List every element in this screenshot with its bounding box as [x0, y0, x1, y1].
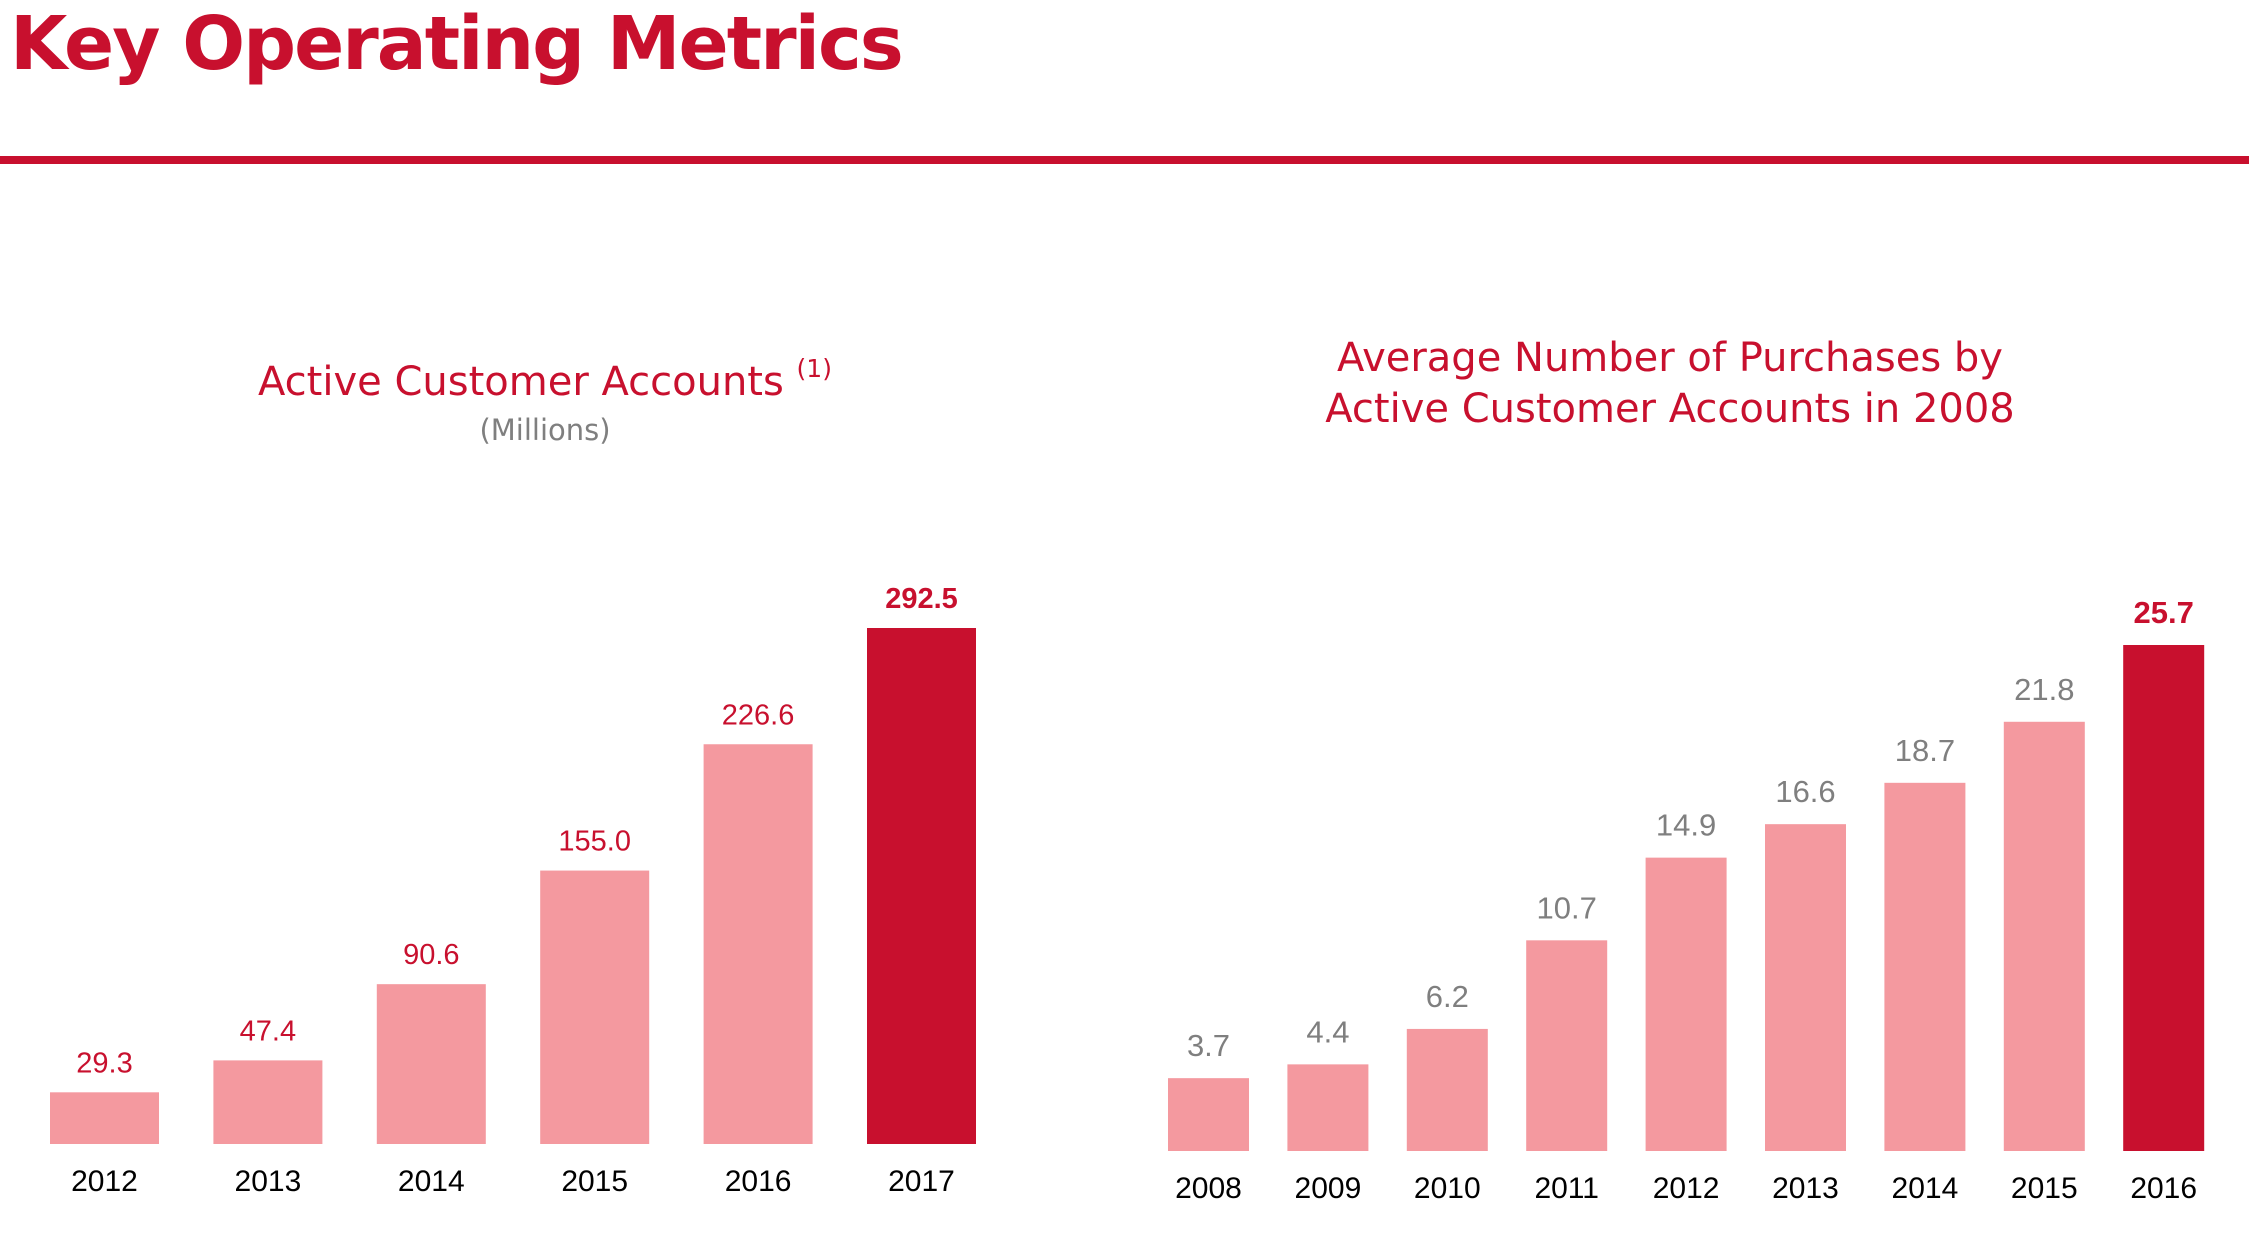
chart-2-tick-label-2016: 2016: [2130, 1172, 2197, 1205]
chart-1-bar-2014: [376, 984, 486, 1144]
chart-1-title-footnote: (1): [796, 354, 832, 383]
page-title: Key Operating Metrics: [10, 1, 904, 87]
chart-2-value-label-2015: 21.8: [2014, 672, 2074, 707]
chart-1-bar-2017: [867, 628, 976, 1144]
chart-1-title-text: Active Customer Accounts: [258, 359, 784, 405]
chart-2-value-label-2016: 25.7: [2134, 595, 2194, 630]
chart-2-tick-label-2009: 2009: [1295, 1172, 1362, 1205]
chart-2-tick-label-2011: 2011: [1534, 1172, 1599, 1205]
chart-1-value-label-2012: 29.3: [76, 1047, 132, 1079]
chart-2-bar-2013: [1765, 824, 1846, 1151]
title-divider: [0, 156, 2249, 164]
chart-1-tick-label-2017: 2017: [888, 1165, 955, 1198]
chart-2-bar-2014: [1884, 782, 1966, 1151]
chart-1-value-label-2014: 90.6: [403, 939, 459, 971]
chart-2-title-line-1: Average Number of Purchases by: [1337, 335, 2003, 381]
chart-2-title: Average Number of Purchases by Active Cu…: [1180, 333, 2160, 435]
chart-1-tick-label-2014: 2014: [398, 1165, 465, 1198]
chart-2-tick-label-2010: 2010: [1414, 1172, 1481, 1205]
chart-1-tick-label-2016: 2016: [725, 1165, 792, 1198]
chart-1-value-label-2015: 155.0: [558, 826, 631, 858]
chart-2-value-label-2009: 4.4: [1306, 1014, 1349, 1049]
chart-2-value-label-2012: 14.9: [1656, 808, 1716, 843]
chart-1-bar-2013: [213, 1060, 323, 1144]
chart-2-bar-2011: [1526, 940, 1608, 1151]
chart-2-value-label-2008: 3.7: [1187, 1028, 1230, 1063]
chart-2-value-label-2014: 18.7: [1895, 733, 1955, 768]
chart-2-bar-2012: [1645, 857, 1727, 1151]
chart-2-tick-label-2013: 2013: [1772, 1172, 1839, 1205]
active-customer-accounts-chart: 29.3 2012 47.4 2013 90.6 2014 155.0 2015 226.6 20…: [50, 583, 976, 1198]
chart-2-tick-label-2015: 2015: [2011, 1172, 2078, 1205]
chart-2-bar-2008: [1168, 1078, 1249, 1151]
chart-1-value-label-2016: 226.6: [722, 699, 795, 731]
chart-2-bar-2010: [1406, 1028, 1488, 1151]
chart-1-tick-label-2013: 2013: [235, 1165, 302, 1198]
chart-2-tick-label-2012: 2012: [1653, 1172, 1720, 1205]
chart-1-tick-label-2015: 2015: [561, 1165, 628, 1198]
chart-2-title-line-2: Active Customer Accounts in 2008: [1325, 386, 2015, 432]
chart-1-subtitle: (Millions): [479, 413, 611, 447]
chart-2-tick-label-2014: 2014: [1892, 1172, 1959, 1205]
chart-2-bar-2009: [1287, 1064, 1369, 1151]
chart-1-bar-2015: [540, 870, 650, 1144]
chart-2-value-label-2013: 16.6: [1775, 774, 1835, 809]
chart-1-value-label-2013: 47.4: [240, 1015, 296, 1047]
chart-1-tick-label-2012: 2012: [71, 1165, 138, 1198]
chart-2-bar-2016: [2123, 645, 2205, 1151]
chart-1-value-label-2017: 292.5: [885, 583, 958, 615]
chart-2-value-label-2011: 10.7: [1537, 890, 1597, 925]
chart-2-tick-label-2008: 2008: [1175, 1172, 1242, 1205]
chart-1-bar-2016: [703, 744, 813, 1144]
chart-2-value-label-2010: 6.2: [1426, 979, 1469, 1014]
chart-2-bar-2015: [2003, 721, 2085, 1151]
chart-1-title: Active Customer Accounts (1): [0, 343, 1090, 408]
chart-1-bar-2012: [50, 1092, 159, 1144]
